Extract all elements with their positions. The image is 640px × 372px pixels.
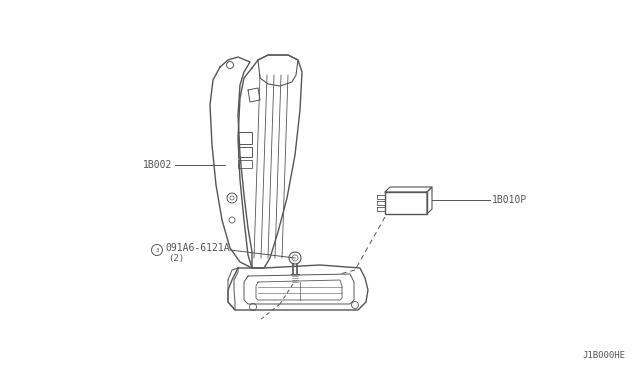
Text: 1B002: 1B002 — [143, 160, 172, 170]
Text: (2): (2) — [168, 253, 184, 263]
Text: 091A6-6121A: 091A6-6121A — [165, 243, 230, 253]
Bar — [238, 160, 252, 168]
Text: J1B000HE: J1B000HE — [582, 351, 625, 360]
Text: 1B010P: 1B010P — [492, 195, 527, 205]
Text: 3: 3 — [156, 247, 159, 253]
Bar — [238, 132, 252, 144]
Bar — [238, 147, 252, 157]
